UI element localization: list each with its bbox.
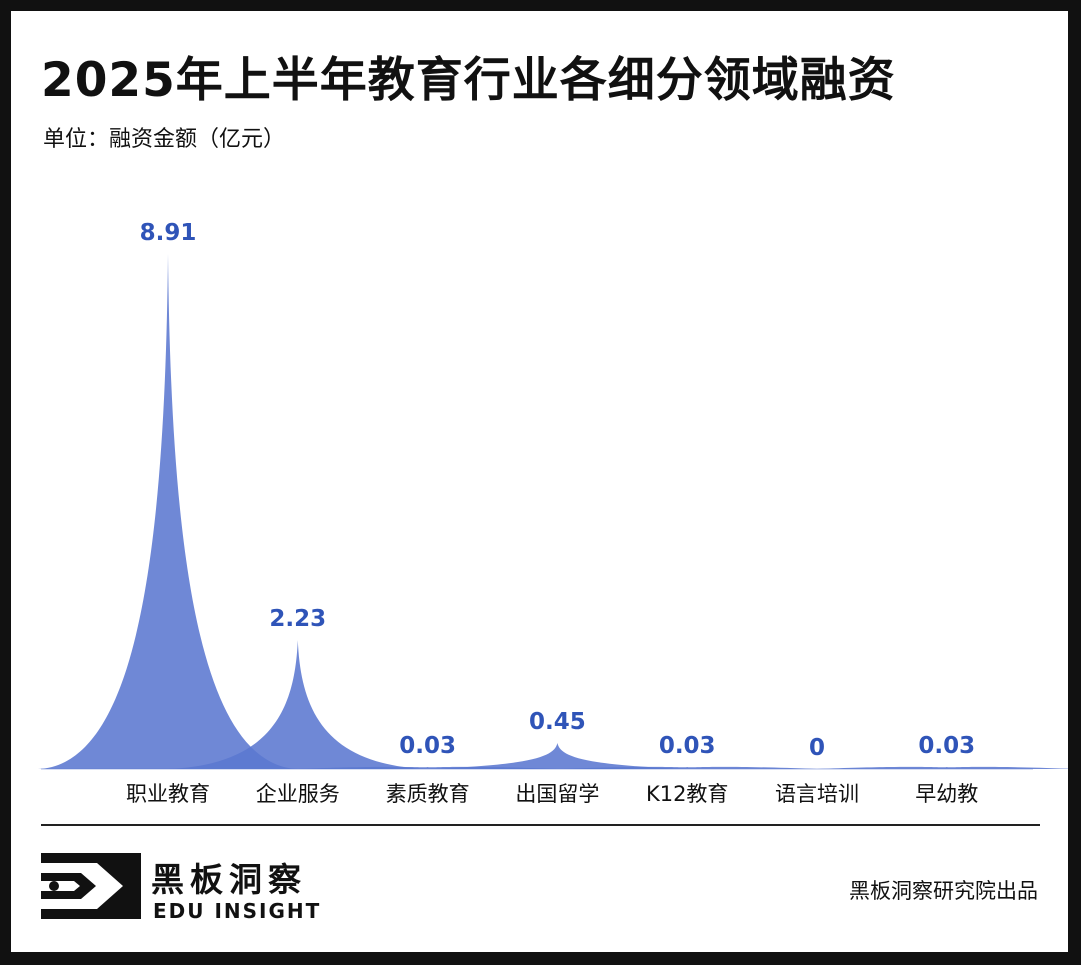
value-label: 2.23 (269, 606, 326, 632)
chart-frame: 2025年上半年教育行业各细分领域融资 单位：融资金额（亿元） 8.91 职业教育… (11, 11, 1068, 952)
category-label: 素质教育 (386, 782, 470, 806)
page-title: 2025年上半年教育行业各细分领域融资 (41, 53, 896, 108)
value-label: 0.03 (918, 733, 975, 759)
area-spike-1 (38, 254, 298, 769)
category-label: 职业教育 (126, 782, 210, 806)
value-label: 8.91 (140, 220, 197, 246)
brand-name-cn: 黑板洞察 (151, 860, 307, 899)
footer-divider (41, 824, 1040, 826)
brand-name-en: EDU INSIGHT (153, 899, 322, 923)
funding-chart: 8.91 职业教育 2.23 企业服务 0.03 素质教育 0.45 出国留学 0.03 K12教… (38, 220, 1068, 806)
area-spike-5 (557, 766, 818, 769)
credit-text: 黑板洞察研究院出品 (849, 879, 1038, 903)
unit-label: 单位：融资金额（亿元） (43, 127, 286, 152)
value-label: 0.03 (399, 733, 456, 759)
category-label: 早幼教 (915, 782, 978, 806)
brand-logo-icon (41, 853, 141, 919)
value-label: 0.03 (659, 733, 716, 759)
value-label: 0.45 (529, 709, 586, 735)
area-spike-2 (167, 640, 428, 769)
area-spike-4 (427, 742, 688, 769)
area-spike-7 (816, 766, 1068, 769)
category-label: 出国留学 (515, 782, 599, 806)
category-label: 语言培训 (775, 782, 859, 806)
category-label: 企业服务 (256, 782, 340, 806)
category-label: K12教育 (646, 782, 729, 806)
value-label: 0 (809, 735, 825, 761)
